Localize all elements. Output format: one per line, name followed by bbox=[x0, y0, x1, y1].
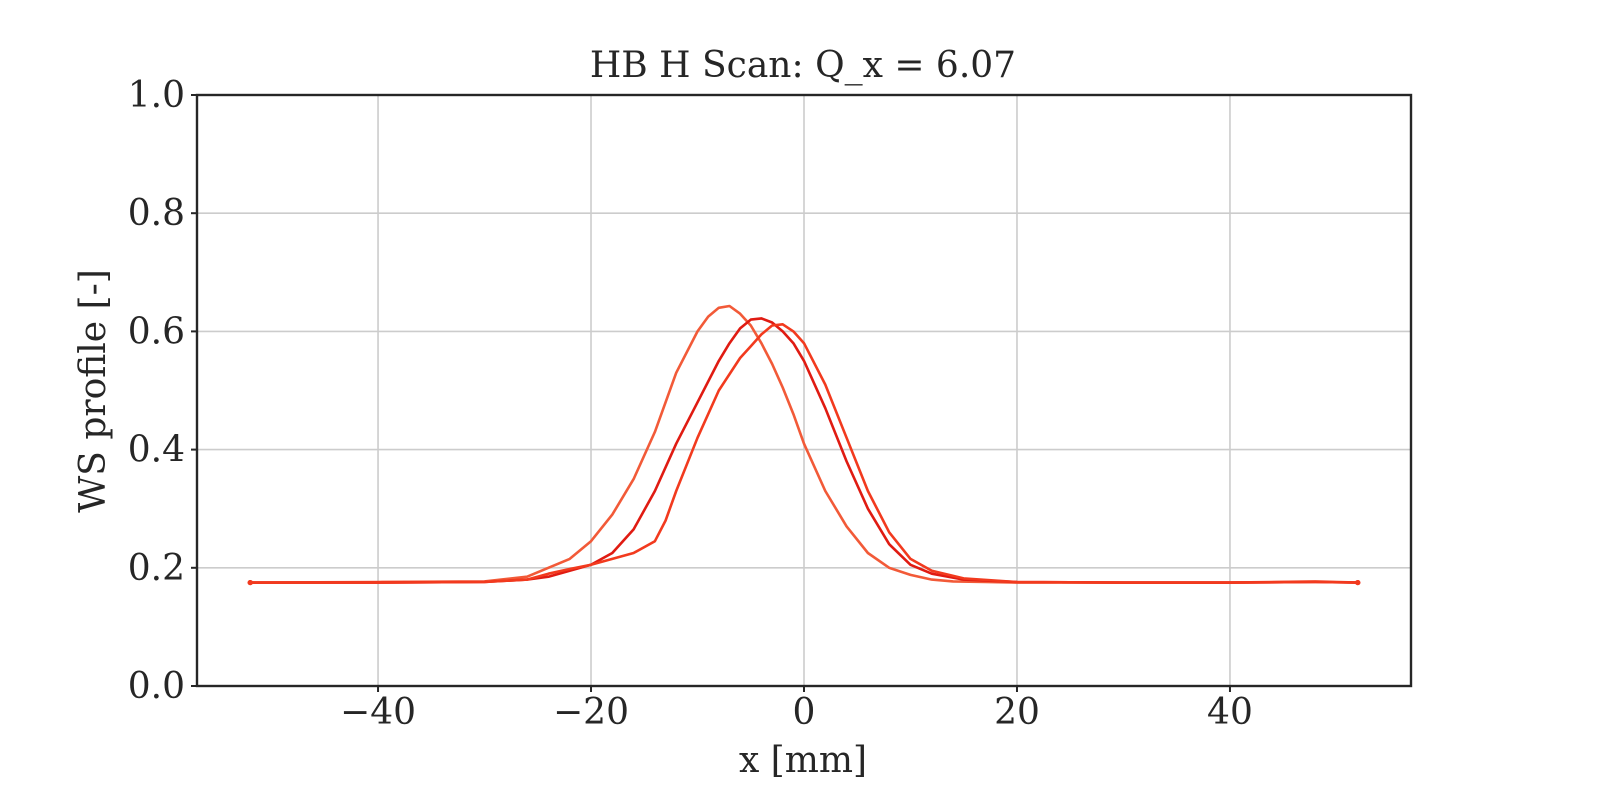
y-axis-label: WS profile [-] bbox=[73, 269, 114, 513]
x-tick-label: 20 bbox=[994, 692, 1040, 733]
y-tick-label: 0.0 bbox=[128, 666, 185, 707]
y-tick-label: 0.8 bbox=[128, 193, 185, 234]
y-tick-label: 0.6 bbox=[128, 311, 185, 352]
y-tick-label: 1.0 bbox=[128, 75, 185, 116]
x-tick-label: 0 bbox=[793, 692, 816, 733]
series-line-1 bbox=[248, 304, 1360, 584]
x-axis-label: x [mm] bbox=[739, 740, 867, 781]
series-endpoint-marker bbox=[247, 579, 253, 586]
y-tick-label: 0.4 bbox=[128, 430, 185, 471]
chart-title: HB H Scan: Q_x = 6.07 bbox=[590, 45, 1016, 86]
x-tick-label: −20 bbox=[553, 692, 629, 733]
ticks-layer: −40 −20 0 20 40 0.0 0.2 0.4 0.6 0.8 1.0 bbox=[128, 75, 1253, 733]
series-line-3 bbox=[248, 323, 1360, 584]
y-tick-label: 0.2 bbox=[128, 548, 185, 589]
series-endpoint-marker bbox=[1355, 579, 1361, 586]
x-tick-label: 40 bbox=[1207, 692, 1253, 733]
series-layer bbox=[247, 304, 1361, 586]
x-tick-label: −40 bbox=[340, 692, 416, 733]
grid-layer bbox=[197, 95, 1411, 686]
